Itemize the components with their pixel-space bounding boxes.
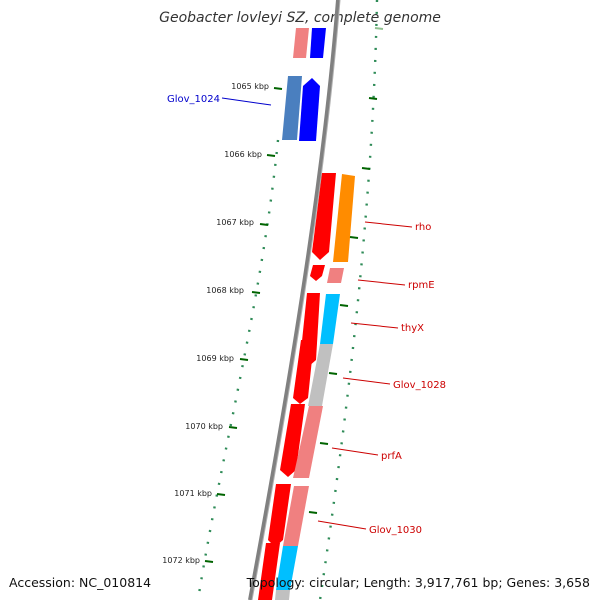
forward-cds-feature-glov-1024 [299, 78, 320, 141]
tick-label: 1067 kbp [216, 218, 254, 227]
gene-label-rpme[interactable]: rpmE [408, 280, 435, 291]
light-red-feature [283, 486, 309, 546]
gene-label-glov-1030[interactable]: Glov_1030 [369, 525, 422, 536]
reverse-cds-rpme [310, 265, 325, 281]
tick-mark [259, 223, 269, 226]
tick-mark [266, 154, 276, 157]
reverse-cds-glov-1030 [268, 484, 291, 547]
tick-mark [251, 291, 261, 294]
label-leader-glov-1028 [342, 377, 391, 385]
tick-label: 1070 kbp [185, 422, 223, 431]
label-leader-rho [364, 221, 413, 228]
tick-label: 1069 kbp [196, 354, 234, 363]
tick-mark [374, 27, 384, 30]
tick-label: 1071 kbp [174, 489, 212, 498]
gene-label-glov-1024[interactable]: Glov_1024 [167, 94, 220, 105]
tick-mark [349, 236, 359, 239]
tick-mark [368, 97, 378, 100]
orange-feature [333, 174, 355, 262]
gene-label-prfa[interactable]: prfA [381, 451, 402, 462]
forward-cds-feature [293, 28, 309, 58]
reverse-cds-feature [258, 543, 280, 600]
label-leader-thyx [350, 322, 399, 329]
cyan-feature [320, 294, 340, 344]
label-leader-glov-1024 [221, 97, 272, 106]
gene-label-thyx[interactable]: thyX [401, 323, 424, 334]
reverse-cds-rho [312, 173, 336, 260]
forward-cds-feature-glov-1024-light [282, 76, 302, 140]
tick-label: 1072 kbp [162, 556, 200, 565]
forward-cds-feature [310, 28, 326, 58]
tick-label: 1066 kbp [224, 150, 262, 159]
outer-tick-marks [308, 27, 384, 514]
tick-mark [216, 493, 226, 496]
reverse-cds-prfa [280, 404, 305, 477]
tick-mark [239, 358, 249, 361]
tick-label: 1068 kbp [206, 286, 244, 295]
tick-mark [361, 167, 371, 170]
topology-text: Topology: circular; Length: 3,917,761 bp… [246, 575, 590, 590]
gene-label-glov-1028[interactable]: Glov_1028 [393, 380, 446, 391]
grey-feature [275, 590, 290, 600]
label-leader-glov-1030 [317, 520, 367, 530]
grey-feature [308, 344, 333, 406]
label-leader-rpme [357, 279, 406, 286]
genome-backbone-highlight [251, 0, 341, 600]
label-leader-prfa [331, 447, 379, 456]
cyan-feature [276, 546, 298, 590]
tick-mark [319, 442, 329, 445]
gene-label-rho[interactable]: rho [415, 222, 431, 233]
genome-backbone [248, 0, 340, 600]
tick-label: 1065 kbp [231, 82, 269, 91]
accession-text: Accession: NC_010814 [9, 575, 152, 590]
light-red-feature [293, 406, 323, 478]
light-red-feature [327, 268, 344, 283]
tick-mark [228, 426, 238, 429]
map-title: Geobacter lovleyi SZ, complete genome [159, 10, 441, 26]
reverse-cds-glov-1028 [293, 340, 314, 404]
tick-mark [204, 560, 214, 563]
tick-mark [273, 87, 283, 90]
tick-mark [308, 511, 318, 514]
inner-dotted-ring [196, 139, 280, 600]
tick-mark [328, 372, 338, 375]
tick-mark [339, 304, 349, 307]
tick-marks [204, 87, 283, 563]
